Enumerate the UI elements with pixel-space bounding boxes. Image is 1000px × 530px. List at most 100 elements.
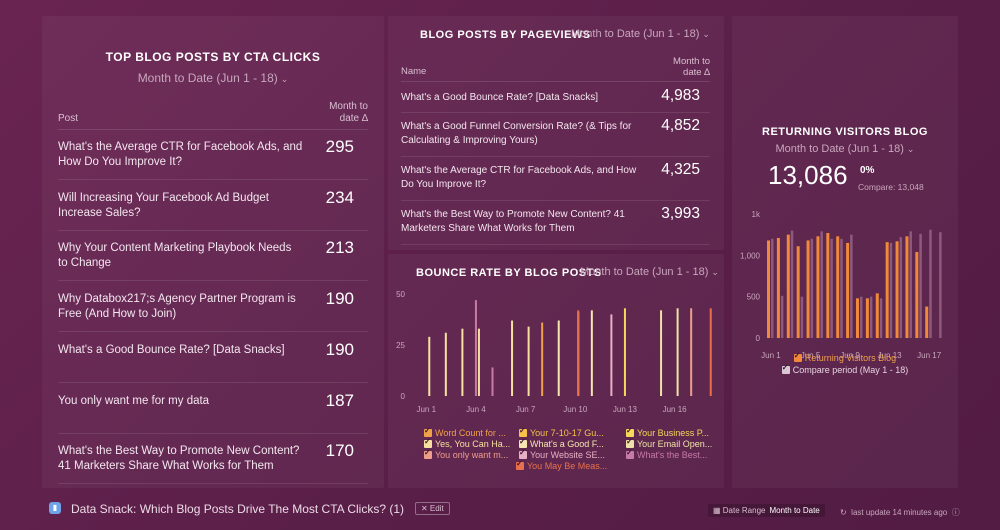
table-row[interactable]: What's the Average CTR for Facebook Ads,…	[58, 130, 368, 180]
legend-item[interactable]: Your Website SE...	[519, 448, 605, 460]
current-bar[interactable]	[915, 252, 919, 338]
chart-bar[interactable]	[444, 332, 447, 396]
current-bar[interactable]	[895, 241, 899, 338]
chart-bar[interactable]	[474, 300, 477, 396]
legend-item[interactable]: Your Email Open...	[626, 437, 712, 449]
x-tick-label: Jun 7	[516, 405, 536, 414]
current-bar[interactable]	[865, 298, 869, 338]
compare-bar[interactable]	[820, 231, 823, 338]
current-bar[interactable]	[786, 234, 790, 338]
current-bar[interactable]	[826, 233, 830, 338]
compare-bar[interactable]	[939, 232, 942, 338]
compare-value: Compare: 13,048	[858, 182, 924, 192]
compare-bar[interactable]	[800, 296, 804, 338]
compare-bar[interactable]	[919, 233, 922, 338]
table-row[interactable]: You only want me for my data 187	[58, 384, 368, 434]
compare-bar[interactable]	[780, 295, 784, 338]
checkbox-icon	[781, 363, 790, 374]
date-range-dropdown[interactable]: Month to Date (Jun 1 - 18) ⌄	[580, 266, 719, 278]
chart-bar[interactable]	[527, 326, 530, 396]
date-range-dropdown[interactable]: Month to Date (Jun 1 - 18) ⌄	[571, 28, 710, 40]
date-range-dropdown[interactable]: Month to Date (Jun 1 - 18) ⌄	[775, 143, 915, 155]
compare-bar[interactable]	[869, 296, 873, 338]
current-bar[interactable]	[905, 236, 909, 338]
compare-bar[interactable]	[790, 230, 794, 338]
chart-bar[interactable]	[541, 322, 544, 396]
table-row[interactable]: What's a Good Funnel Conversion Rate? (&…	[401, 113, 710, 157]
legend-item[interactable]: Yes, You Can Ha...	[424, 437, 511, 449]
compare-bar[interactable]	[830, 238, 833, 338]
table-row[interactable]: What's the Best Way to Promote New Conte…	[58, 434, 368, 485]
chart-bar[interactable]	[428, 336, 431, 396]
current-bar[interactable]	[776, 237, 780, 338]
info-icon[interactable]: ⓘ	[951, 508, 960, 517]
compare-bar[interactable]	[810, 238, 814, 338]
current-bar[interactable]	[856, 298, 859, 338]
legend-item[interactable]: You only want m...	[424, 448, 508, 460]
compare-bar[interactable]	[929, 229, 932, 338]
column-header-mtd[interactable]: Month to date ∆	[673, 56, 710, 78]
compare-bar[interactable]	[850, 234, 853, 338]
table-row[interactable]: Will Increasing Your Facebook Ad Budget …	[58, 181, 368, 231]
compare-bar[interactable]	[899, 237, 903, 338]
chart-bar[interactable]	[477, 328, 480, 396]
chart-bar[interactable]	[610, 314, 613, 396]
table-row[interactable]: Why Databox217;s Agency Partner Program …	[58, 282, 368, 333]
compare-bar[interactable]	[879, 298, 883, 338]
chart-bar[interactable]	[660, 310, 663, 396]
edit-button[interactable]: ✕ Edit	[415, 502, 450, 515]
legend-item-current[interactable]: Returning Visitors Blog	[732, 351, 958, 363]
chart-bar[interactable]	[511, 320, 514, 396]
x-tick-label: Jun 5	[801, 351, 821, 360]
chart-bar[interactable]	[491, 367, 494, 396]
current-bar[interactable]	[767, 240, 770, 338]
legend-item[interactable]: Your 7-10-17 Gu...	[519, 426, 604, 438]
x-tick-label: Jun 17	[917, 351, 942, 360]
legend-label: Yes, You Can Ha...	[435, 439, 511, 449]
legend-item-compare[interactable]: Compare period (May 1 - 18)	[732, 363, 958, 375]
legend-item[interactable]: What's a Good F...	[519, 437, 604, 449]
current-bar[interactable]	[836, 236, 840, 338]
table-row[interactable]: What's the Average CTR for Facebook Ads,…	[401, 157, 710, 201]
post-title: What's a Good Bounce Rate? [Data Snacks]	[401, 92, 599, 103]
panel-title: BOUNCE RATE BY BLOG POSTS	[416, 267, 602, 279]
chart-bar[interactable]	[690, 308, 693, 396]
table-row[interactable]: What's a Good Bounce Rate? [Data Snacks]…	[401, 82, 710, 113]
current-bar[interactable]	[925, 306, 929, 338]
y-tick-label: 1,000	[740, 251, 761, 260]
chart-bar[interactable]	[709, 308, 712, 396]
legend-item[interactable]: What's the Best...	[626, 448, 707, 460]
chart-bar[interactable]	[461, 328, 464, 396]
table-row[interactable]: Why Your Content Marketing Playbook Need…	[58, 231, 368, 282]
post-title: You only want me for my data	[58, 394, 210, 407]
chart-bar[interactable]	[623, 308, 626, 396]
legend-item[interactable]: Word Count for ...	[424, 426, 506, 438]
current-bar[interactable]	[846, 242, 850, 338]
table-row[interactable]: What's the Best Way to Promote New Conte…	[401, 201, 710, 245]
last-update-status: ↻ last update 14 minutes ago ⓘ	[840, 508, 960, 517]
current-bar[interactable]	[806, 240, 810, 338]
pageviews-value: 4,852	[661, 117, 700, 134]
column-header-mtd[interactable]: Month to date ∆	[329, 101, 368, 124]
chart-bar[interactable]	[676, 308, 679, 396]
compare-bar[interactable]	[909, 231, 912, 338]
date-range-dropdown[interactable]: Month to Date (Jun 1 - 18) ⌄	[137, 71, 289, 85]
legend-item[interactable]: Your Business P...	[626, 426, 709, 438]
chart-bar[interactable]	[590, 310, 593, 396]
bounce-rate-chart[interactable]: 50 25 0 Jun 1 Jun 4 Jun 7 Jun 10 Jun 13 Jun 16	[388, 282, 724, 422]
current-bar[interactable]	[816, 236, 820, 338]
chart-bar[interactable]	[557, 320, 560, 396]
compare-bar[interactable]	[889, 242, 893, 338]
current-bar[interactable]	[796, 246, 800, 338]
legend-item[interactable]: You May Be Meas...	[516, 459, 607, 471]
table-row[interactable]: What's a Good Bounce Rate? [Data Snacks]…	[58, 333, 368, 383]
y-tick-label: 50	[396, 290, 405, 299]
current-bar[interactable]	[875, 293, 879, 338]
compare-bar[interactable]	[860, 296, 863, 338]
chart-bar[interactable]	[577, 310, 580, 396]
compare-bar[interactable]	[771, 238, 774, 338]
date-range-selector[interactable]: ▦ Date Range Month to Date	[708, 504, 825, 517]
current-bar[interactable]	[885, 242, 889, 338]
compare-bar[interactable]	[840, 238, 843, 338]
